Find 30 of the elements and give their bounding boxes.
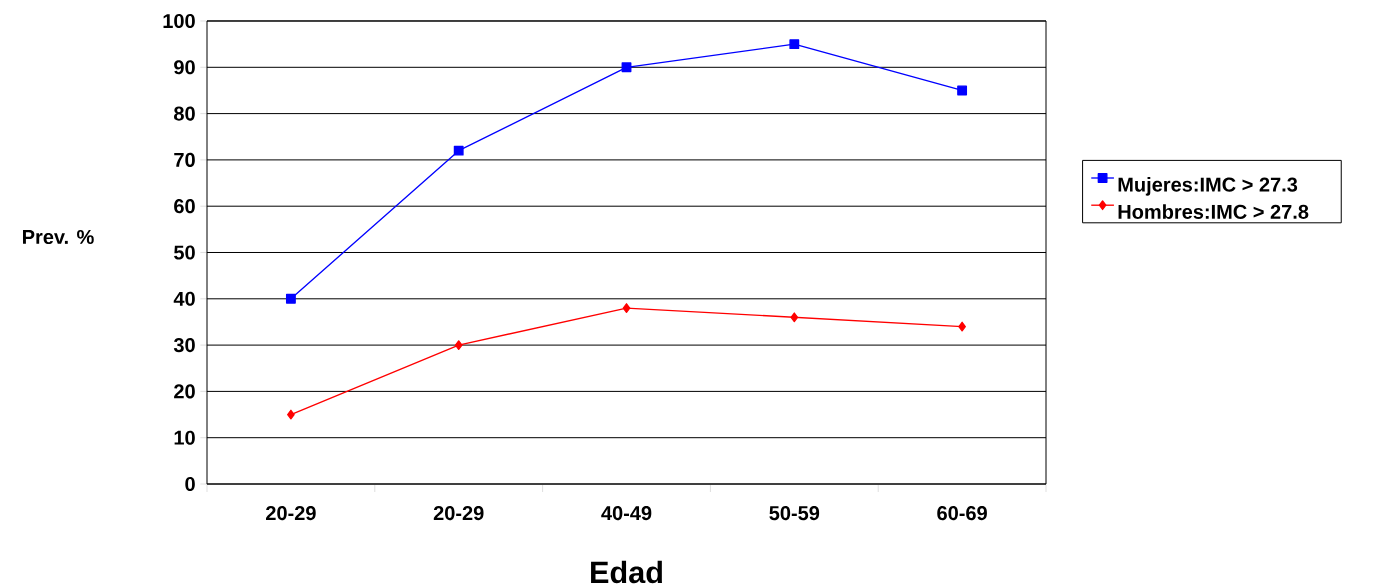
point xyxy=(285,293,296,304)
point xyxy=(957,85,968,96)
y-tick-label: 0 xyxy=(185,476,195,492)
point xyxy=(454,340,463,351)
y-tick-label: 20 xyxy=(174,384,195,399)
x-tick-label: 20-29 xyxy=(266,506,316,521)
point xyxy=(453,145,464,156)
x-tick-label: 50-59 xyxy=(769,506,820,521)
y-tick-label: 30 xyxy=(173,338,195,353)
point xyxy=(958,321,966,332)
y-tick-label: 90 xyxy=(174,60,195,75)
y-axis-title: Prev. % xyxy=(23,229,94,245)
y-tick-label: 10 xyxy=(174,430,195,445)
x-axis-title: Edad xyxy=(591,560,662,584)
y-tick-label: 60 xyxy=(174,199,195,214)
point xyxy=(790,312,799,323)
y-tick-label: 80 xyxy=(174,106,195,121)
x-tick-label: 40-49 xyxy=(601,506,652,521)
x-tick-label: 20-29 xyxy=(433,506,484,521)
point xyxy=(621,62,632,73)
legend-label: Hombres:IMC > 27.8 xyxy=(1118,204,1309,219)
x-tick-label: 60-69 xyxy=(937,506,987,521)
legend-label: Mujeres:IMC > 27.3 xyxy=(1118,176,1298,196)
point xyxy=(287,409,295,420)
point xyxy=(789,39,800,50)
y-tick-label: 100 xyxy=(163,13,195,29)
y-tick-label: 50 xyxy=(174,245,195,260)
point xyxy=(622,303,631,313)
y-tick-label: 40 xyxy=(173,291,195,306)
y-tick-label: 70 xyxy=(174,152,195,167)
